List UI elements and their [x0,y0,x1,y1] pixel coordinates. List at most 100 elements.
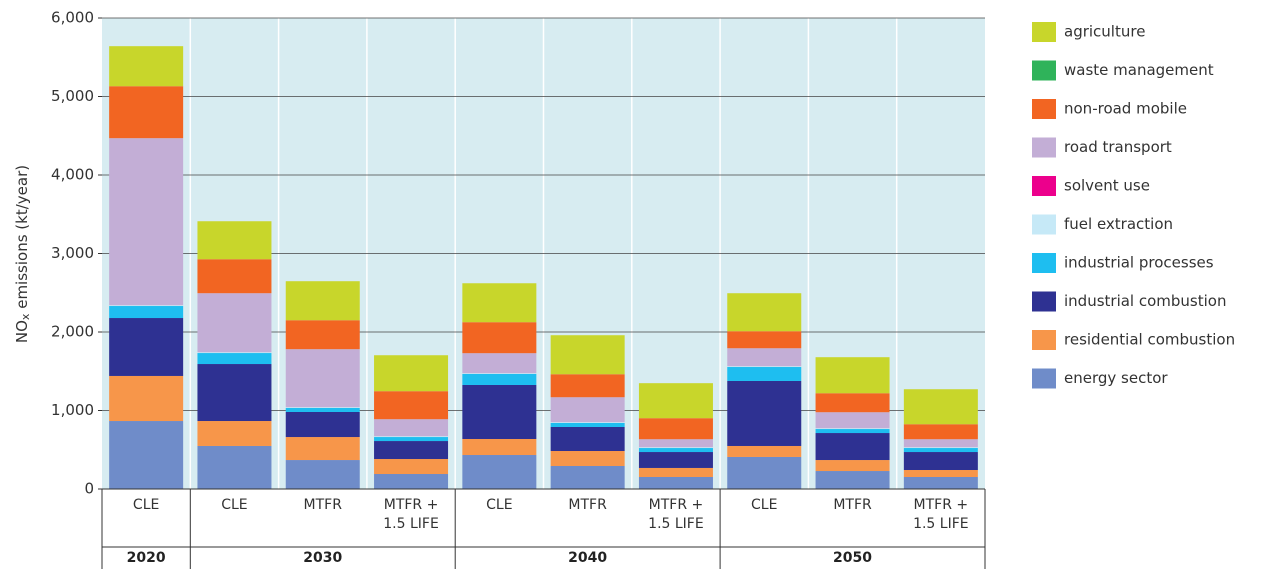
bar-segment [638,467,713,477]
x-tick-label: CLE [132,497,160,513]
legend-swatch [1032,22,1056,42]
bar-segment [727,293,802,332]
bar-segment [109,318,184,376]
y-label-rest: emissions (kt/year) [13,165,31,314]
bar-segment [374,419,449,437]
bar-segment [815,471,890,489]
legend-label: energy sector [1064,369,1168,387]
legend-label: residential combustion [1064,331,1235,349]
legend-label: solvent use [1064,177,1150,195]
bar-segment [109,305,184,307]
x-tick-label: MTFR [568,497,607,513]
bar-segment [727,331,802,349]
bar-segment [197,221,272,260]
bar-segment [727,380,802,446]
bar-segment [638,476,713,489]
bar-segment [462,373,537,385]
legend-swatch [1032,368,1056,389]
y-tick-label: 5,000 [51,87,94,105]
bar-segment [550,451,625,466]
bar-segment [285,407,360,408]
bar-segment [285,320,360,350]
legend-label: waste management [1064,61,1214,79]
bar-segment [197,259,272,294]
y-tick-label: 6,000 [51,9,94,27]
y-tick-label: 2,000 [51,323,94,341]
bar-segment [903,439,978,448]
legend-swatch [1032,176,1056,196]
bar-segment [815,433,890,461]
bar-segment [197,353,272,365]
bar-segment [727,456,802,489]
bar-segment [462,322,537,354]
bar-segment [550,422,625,423]
y-tick-label: 3,000 [51,244,94,262]
bar-segment [285,411,360,438]
bar-segment [462,283,537,323]
y-tick-label: 4,000 [51,166,94,184]
bar-segment [727,445,802,457]
bar-segment [638,452,713,468]
group-label: 2030 [303,550,343,566]
bar-segment [374,459,449,475]
bar-segment [285,437,360,461]
group-label: 2040 [568,550,608,566]
bar-segment [550,335,625,375]
x-tick-label: MTFR + 1.5 LIFE [913,497,969,532]
bar-segment [197,352,272,354]
bar-segment [374,391,449,420]
legend-swatch [1032,60,1056,81]
bar-segment [638,383,713,419]
bar-segment [815,412,890,429]
bar-segment [903,389,978,425]
bar-segment [374,355,449,392]
group-label: 2020 [126,550,166,566]
bar-segment [462,353,537,374]
bar-segment [374,437,449,442]
bar-segment [727,366,802,368]
y-label-main: NO [13,320,31,343]
bar-segment [550,426,625,452]
bar-segment [638,439,713,448]
bar-segment [550,422,625,427]
bar-segment [903,447,978,449]
legend-label: fuel extraction [1064,215,1173,233]
legend-swatch [1032,330,1056,350]
x-tick-label: CLE [751,497,778,513]
bar-segment [197,364,272,422]
legend-swatch [1032,99,1056,119]
bar-segment [197,445,272,489]
y-tick-label: 1,000 [51,401,94,419]
bar-segment [903,448,978,453]
x-tick-label: CLE [221,497,248,513]
bar-segment [462,373,537,374]
bar-segment [727,348,802,367]
bar-segment [638,418,713,440]
bar-segment [462,438,537,456]
legend-label: agriculture [1064,23,1145,41]
bar-segment [638,447,713,449]
bar-segment [903,424,978,440]
bar-segment [903,452,978,471]
bar-segment [374,441,449,460]
bar-segment [815,357,890,394]
bar-segment [550,397,625,423]
y-tick-label: 0 [84,480,94,498]
legend-swatch [1032,137,1056,158]
bar-segment [109,421,184,489]
bar-segment [109,375,184,422]
x-tick-label: CLE [486,497,513,513]
bar-segment [374,474,449,489]
x-tick-label: MTFR + 1.5 LIFE [383,497,439,532]
bar-segment [815,429,890,434]
bar-segment [903,476,978,489]
y-label-sub: x [19,313,32,320]
bar-segment [815,460,890,472]
x-tick-label: MTFR [833,497,872,513]
legend-swatch [1032,214,1056,235]
bar-segment [285,281,360,321]
bar-segment [815,393,890,413]
bar-segment [462,455,537,489]
